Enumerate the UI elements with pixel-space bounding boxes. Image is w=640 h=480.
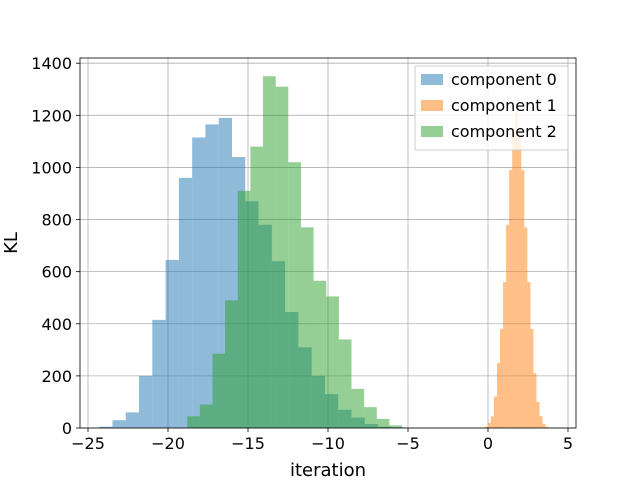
bar-series-1-bin-14 [527,282,531,428]
bar-series-2-bin-5 [250,146,264,428]
bar-series-1-bin-2 [490,416,494,428]
y-tick-label-2: 400 [41,315,72,334]
bar-series-2-bin-15 [376,418,390,428]
legend-swatch-1 [421,100,443,111]
bar-series-0-bin-4 [152,319,166,428]
bar-series-2-bin-4 [237,190,251,428]
y-tick-label-1: 200 [41,367,72,386]
bar-series-0-bin-2 [125,412,140,428]
y-tick-label-3: 600 [41,263,72,282]
bar-series-1-bin-5 [500,328,504,428]
axis-ticks: −25 −20 −15 −10 −5 0 5 0 200 400 600 800 1000 1200 140… [31,54,573,453]
bar-series-1-bin-15 [530,328,534,428]
legend-frame [414,65,569,151]
bar-series-1-bin-20 [545,426,549,428]
bar-series-2-bin-13 [351,388,365,428]
x-tick-label-2: −15 [231,434,265,453]
bar-series-2-bin-6 [263,76,276,428]
bar-series-0-bin-6 [178,177,193,428]
y-axis-label: KL [1,232,22,254]
bar-series-2-bin-8 [288,162,301,429]
legend-label-1: component 1 [451,96,557,115]
bar-series-2-bin-7 [275,86,289,428]
legend-swatch-2 [421,126,443,137]
bar-series-2-bin-3 [225,300,238,428]
bar-series-0-bin-3 [139,375,153,428]
bar-series-0-bin-7 [192,137,206,428]
x-tick-label-6: 5 [563,434,573,453]
series-1 [484,111,549,429]
bar-series-1-bin-0 [484,426,488,428]
x-tick-label-1: −20 [151,434,185,453]
bar-series-1-bin-17 [536,401,540,428]
bar-series-2-bin-14 [364,407,377,428]
y-tick-label-6: 1200 [31,106,72,125]
bar-series-2-bin-0 [187,416,200,428]
bar-series-1-bin-10 [515,111,519,428]
bar-series-0-bin-8 [205,124,219,428]
y-tick-label-4: 800 [41,211,72,230]
x-tick-label-0: −25 [71,434,105,453]
bar-series-1-bin-6 [503,282,507,428]
bar-series-0-bin-1 [112,420,126,428]
bar-series-1-bin-3 [493,396,497,428]
bar-series-1-bin-12 [521,170,525,429]
legend-swatch-0 [421,74,443,85]
x-tick-label-3: −10 [311,434,345,453]
bar-series-1-bin-11 [518,128,522,428]
y-tick-label-7: 1400 [31,54,72,73]
bar-series-1-bin-18 [539,416,543,428]
y-tick-label-0: 0 [62,419,72,438]
legend-label-2: component 2 [451,122,557,141]
legend-label-0: component 0 [451,70,557,89]
bar-series-2-bin-11 [326,296,339,428]
bar-series-1-bin-19 [542,424,546,428]
x-axis-label: iteration [290,460,366,480]
bar-series-1-bin-8 [509,170,513,429]
bar-series-2-bin-10 [313,280,327,428]
bar-series-1-bin-4 [496,362,500,428]
bar-series-2-bin-2 [212,353,226,428]
x-tick-label-4: −5 [396,434,420,453]
bar-series-1-bin-16 [533,373,537,428]
bar-series-0-bin-0 [99,426,113,428]
bars [99,76,549,429]
bar-series-1-bin-1 [487,422,491,428]
bar-series-2-bin-12 [338,339,352,428]
bar-series-0-bin-5 [165,259,179,428]
bar-series-1-bin-9 [512,128,516,428]
bar-series-2-bin-9 [300,227,314,428]
x-tick-label-5: 0 [483,434,493,453]
y-tick-label-5: 1000 [31,158,72,177]
bar-series-2-bin-1 [199,404,213,428]
legend: component 0 component 1 component 2 [414,65,569,151]
bar-series-1-bin-7 [506,224,510,428]
bar-series-1-bin-13 [524,227,528,428]
series-2 [187,76,403,429]
bar-series-2-bin-16 [389,425,403,428]
